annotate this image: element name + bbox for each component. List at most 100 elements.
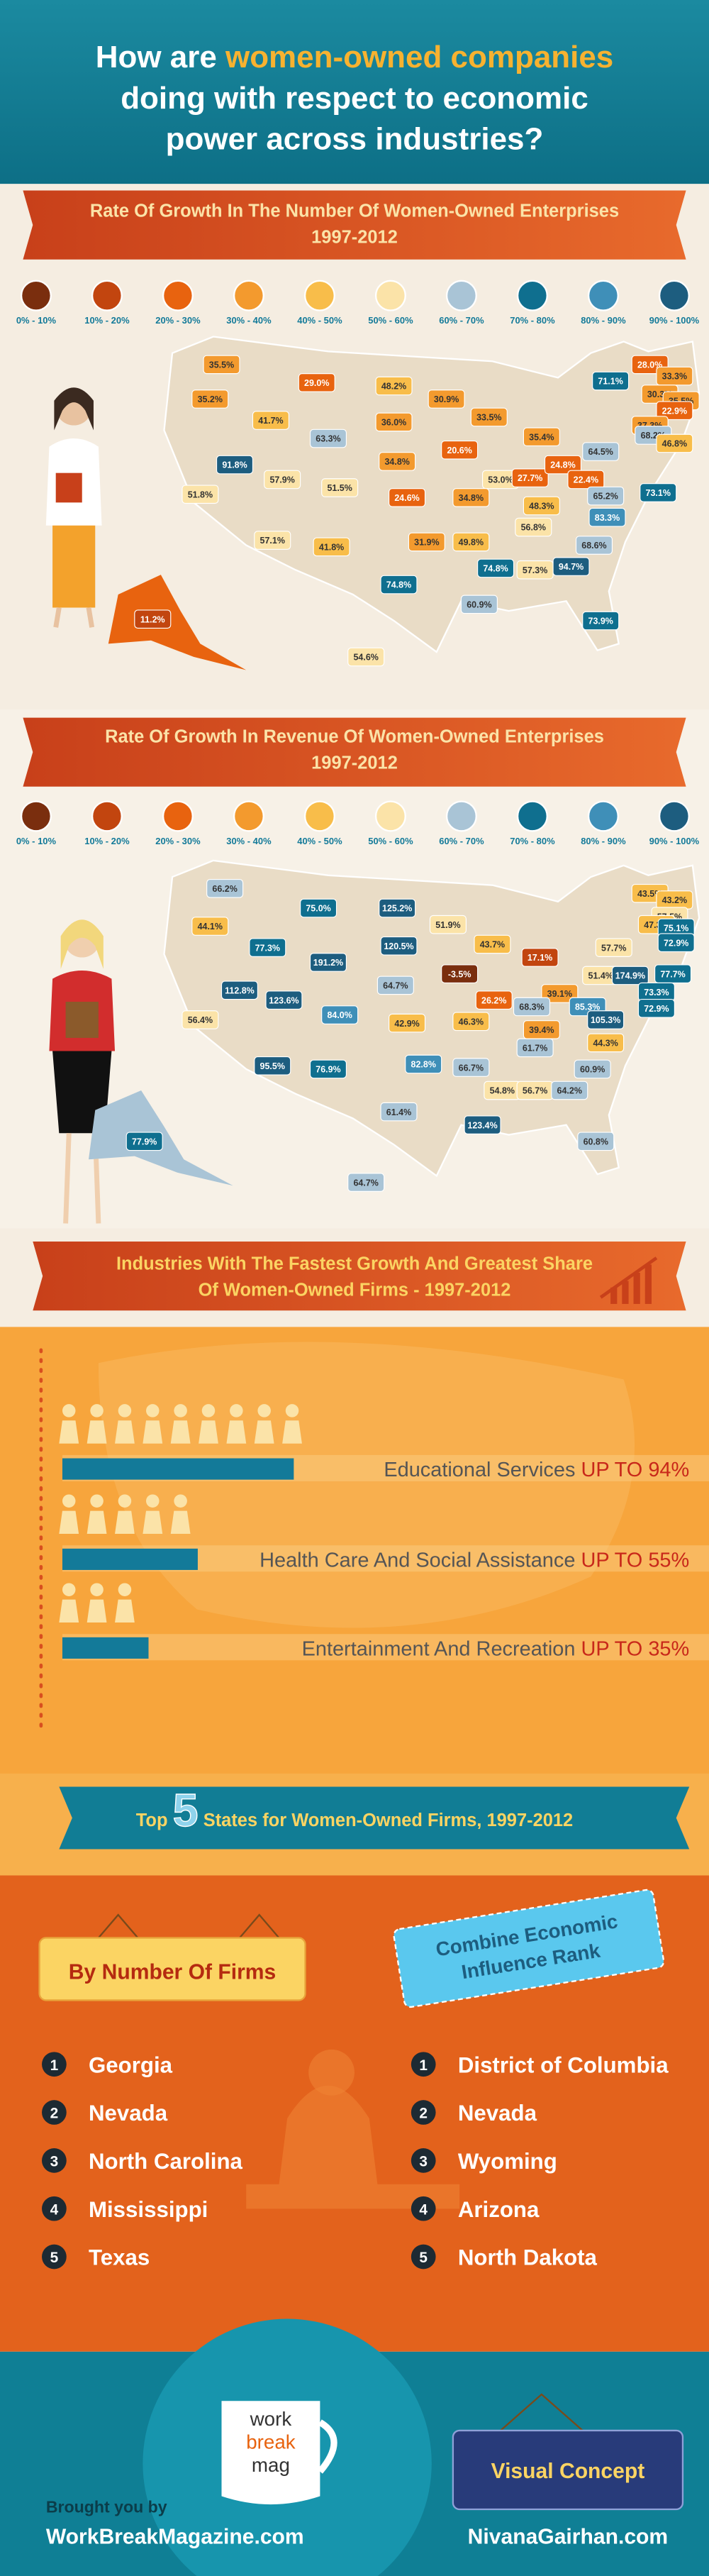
state-value: 46.3% [459, 1017, 484, 1027]
mug-text: work [250, 2408, 292, 2430]
legend-label: 40% - 50% [297, 315, 342, 326]
rank-badge [411, 2196, 436, 2221]
state-value: 123.4% [467, 1120, 497, 1130]
state-value: 64.7% [383, 981, 408, 991]
rank-number: 1 [50, 2057, 59, 2074]
state-tile [379, 452, 416, 471]
state-value: 71.1% [598, 377, 623, 387]
person-icon [226, 1420, 247, 1444]
badge-text: Visual Concept [491, 2460, 645, 2483]
sign-board [38, 1913, 306, 2001]
desk-silhouette [308, 2049, 354, 2096]
state-name: District of Columbia [458, 2052, 669, 2077]
state-tile [298, 373, 335, 392]
state-value: 64.7% [354, 1178, 379, 1188]
legend-swatch [587, 280, 619, 311]
state-value: 20.6% [447, 446, 471, 455]
state-value: 35.4% [529, 432, 554, 442]
industry-label: Educational Services UP TO 94% [384, 1459, 689, 1481]
legend-swatch [587, 800, 619, 832]
bar [62, 1637, 149, 1659]
rank-badge [411, 2147, 436, 2173]
state-value: 51.5% [327, 483, 352, 493]
person-icon [174, 1494, 187, 1508]
legend-label: 80% - 90% [581, 836, 626, 846]
state-tile [595, 938, 632, 957]
state-value: 33.5% [476, 413, 501, 423]
legend-swatch [162, 280, 194, 311]
state-tile [477, 558, 515, 578]
state-value: 64.2% [557, 1086, 582, 1096]
state-tile [380, 575, 418, 595]
legend-swatch [516, 280, 548, 311]
state-value: 22.4% [574, 475, 598, 485]
state-tile [321, 1005, 359, 1024]
legend-swatch [303, 280, 335, 311]
state-tile [309, 1059, 347, 1079]
legend-swatch [20, 800, 52, 832]
state-tile [389, 488, 426, 507]
person-icon [115, 1510, 135, 1535]
person-icon [118, 1494, 132, 1508]
legend-label: 90% - 100% [649, 836, 700, 846]
state-value: 41.8% [319, 542, 344, 552]
state-value: 91.8% [222, 460, 247, 470]
banner [23, 190, 686, 260]
state-value: 73.3% [644, 988, 669, 997]
header-bg [0, 0, 709, 184]
state-tile [552, 557, 590, 576]
legend-label: 30% - 40% [226, 315, 272, 326]
legend-swatch [303, 800, 335, 832]
state-value: 66.7% [459, 1063, 484, 1073]
state-name: North Dakota [458, 2245, 598, 2270]
credit-link[interactable]: NivanaGairhan.com [468, 2526, 669, 2549]
mug-text: break [246, 2431, 296, 2453]
state-tile [452, 532, 490, 552]
state-tile [513, 997, 551, 1017]
rank-badge [411, 2052, 436, 2077]
rank-number: 4 [419, 2201, 428, 2218]
state-name: Wyoming [458, 2149, 557, 2174]
person-icon [143, 1420, 163, 1444]
legend-label: 50% - 60% [368, 836, 413, 846]
person-icon [146, 1494, 160, 1508]
title-line: power across industries? [166, 122, 544, 157]
person-icon [170, 1420, 191, 1444]
top5-title-post: States for Women-Owned Firms, 1997-2012 [203, 1811, 574, 1830]
state-value: 174.9% [615, 971, 645, 981]
rank-badge [411, 2100, 436, 2125]
person-icon [62, 1583, 76, 1596]
map-title: 1997-2012 [311, 753, 398, 773]
state-value: 61.7% [523, 1043, 547, 1053]
person-icon [254, 1420, 274, 1444]
state-value: 22.9% [662, 406, 687, 416]
state-tile [313, 537, 350, 557]
bar [62, 1548, 198, 1570]
state-name: Mississippi [89, 2197, 208, 2222]
person-icon [62, 1494, 76, 1508]
credit-link[interactable]: WorkBreakMagazine.com [46, 2526, 304, 2549]
legend-swatch [516, 800, 548, 832]
legend-label: 0% - 10% [16, 836, 57, 846]
person-icon [59, 1420, 79, 1444]
badge [452, 2429, 684, 2511]
person-icon [90, 1494, 104, 1508]
state-value: 123.6% [269, 995, 298, 1005]
state-value: 43.7% [480, 940, 505, 950]
state-value: 39.4% [529, 1025, 554, 1035]
state-tile [470, 407, 508, 427]
state-value: -3.5% [448, 969, 471, 979]
state-tile [464, 1115, 501, 1134]
state-tile [380, 1102, 418, 1122]
state-value: 51.4% [588, 971, 613, 981]
banner [33, 1241, 686, 1311]
state-name: Georgia [89, 2052, 173, 2077]
state-tile [656, 433, 693, 453]
state-tile [389, 1013, 426, 1033]
state-tile [249, 938, 286, 957]
rank-badge [411, 2244, 436, 2270]
banner [23, 717, 686, 787]
person-icon [199, 1420, 218, 1444]
person-icon [285, 1404, 299, 1417]
